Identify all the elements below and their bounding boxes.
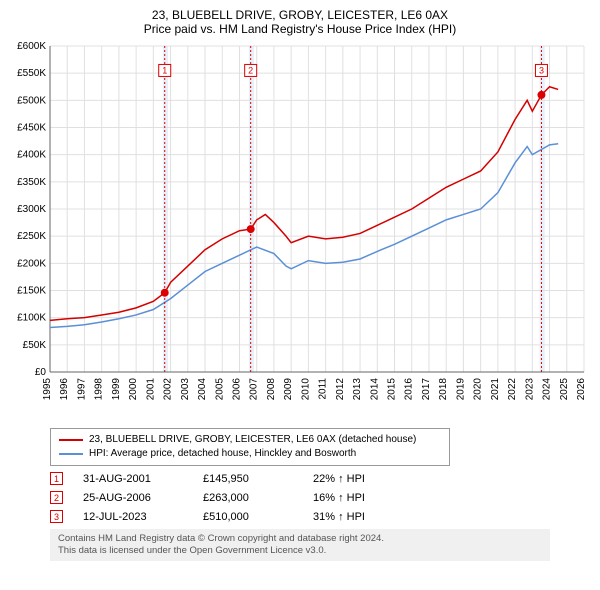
chart-area: £0 £50K £100K £150K £200K £250K £300K £350K £400… [8,42,592,422]
svg-text:£600K: £600K [17,42,46,52]
svg-text:£0: £0 [35,367,47,378]
chart-svg: £0 £50K £100K £150K £200K £250K £300K £350K £400… [8,42,592,422]
title-address: 23, BLUEBELL DRIVE, GROBY, LEICESTER, LE… [8,8,592,22]
sale-marker: 1 [50,472,63,485]
svg-text:2025: 2025 [559,378,570,401]
legend-label: 23, BLUEBELL DRIVE, GROBY, LEICESTER, LE… [89,433,416,447]
svg-text:£200K: £200K [17,258,46,269]
svg-text:£300K: £300K [17,204,46,215]
svg-text:2013: 2013 [352,378,363,401]
svg-text:2: 2 [248,65,253,75]
legend-row: 23, BLUEBELL DRIVE, GROBY, LEICESTER, LE… [59,433,441,447]
svg-text:2006: 2006 [231,378,242,401]
svg-text:£150K: £150K [17,286,46,297]
sale-date: 12-JUL-2023 [83,511,203,523]
footer: Contains HM Land Registry data © Crown c… [50,529,550,561]
svg-text:2020: 2020 [473,378,484,401]
sale-marker: 3 [50,510,63,523]
svg-text:2014: 2014 [369,378,380,401]
svg-text:£100K: £100K [17,313,46,324]
svg-text:2003: 2003 [180,378,191,401]
svg-text:2016: 2016 [404,378,415,401]
svg-text:1995: 1995 [42,378,53,401]
title-block: 23, BLUEBELL DRIVE, GROBY, LEICESTER, LE… [8,8,592,36]
sale-date: 25-AUG-2006 [83,492,203,504]
svg-text:£550K: £550K [17,68,46,79]
sale-pct: 16% ↑ HPI [313,492,433,504]
svg-text:2010: 2010 [300,378,311,401]
svg-text:£400K: £400K [17,150,46,161]
sale-marker: 2 [50,491,63,504]
sales-row: 2 25-AUG-2006 £263,000 16% ↑ HPI [50,491,592,504]
sales-row: 3 12-JUL-2023 £510,000 31% ↑ HPI [50,510,592,523]
legend: 23, BLUEBELL DRIVE, GROBY, LEICESTER, LE… [50,428,450,466]
sale-date: 31-AUG-2001 [83,473,203,485]
svg-text:2007: 2007 [249,378,260,401]
legend-swatch [59,453,83,455]
svg-text:1996: 1996 [59,378,70,401]
svg-text:2008: 2008 [266,378,277,401]
svg-text:£350K: £350K [17,177,46,188]
sale-price: £145,950 [203,473,313,485]
svg-text:2022: 2022 [507,378,518,401]
svg-text:£250K: £250K [17,231,46,242]
svg-text:2005: 2005 [214,378,225,401]
svg-text:2002: 2002 [163,378,174,401]
svg-text:1998: 1998 [94,378,105,401]
footer-line: This data is licensed under the Open Gov… [58,545,542,557]
chart-container: 23, BLUEBELL DRIVE, GROBY, LEICESTER, LE… [0,0,600,590]
svg-text:£450K: £450K [17,123,46,134]
svg-text:2024: 2024 [542,378,553,401]
sale-pct: 31% ↑ HPI [313,511,433,523]
svg-text:2000: 2000 [128,378,139,401]
svg-text:2026: 2026 [576,378,587,401]
sale-pct: 22% ↑ HPI [313,473,433,485]
svg-text:£500K: £500K [17,95,46,106]
svg-text:2018: 2018 [438,378,449,401]
svg-text:£50K: £50K [23,340,47,351]
legend-row: HPI: Average price, detached house, Hinc… [59,447,441,461]
svg-text:2021: 2021 [490,378,501,401]
sales-row: 1 31-AUG-2001 £145,950 22% ↑ HPI [50,472,592,485]
svg-text:2015: 2015 [387,378,398,401]
legend-label: HPI: Average price, detached house, Hinc… [89,447,356,461]
svg-text:3: 3 [539,65,544,75]
svg-text:1997: 1997 [76,378,87,401]
svg-text:1: 1 [162,65,167,75]
legend-swatch [59,439,83,441]
sale-price: £510,000 [203,511,313,523]
sale-price: £263,000 [203,492,313,504]
svg-text:2019: 2019 [455,378,466,401]
svg-text:2009: 2009 [283,378,294,401]
svg-text:2004: 2004 [197,378,208,401]
svg-text:2017: 2017 [421,378,432,401]
footer-line: Contains HM Land Registry data © Crown c… [58,533,542,545]
title-subtitle: Price paid vs. HM Land Registry's House … [8,22,592,36]
svg-text:2012: 2012 [335,378,346,401]
svg-text:1999: 1999 [111,378,122,401]
svg-text:2023: 2023 [524,378,535,401]
sales-table: 1 31-AUG-2001 £145,950 22% ↑ HPI 2 25-AU… [50,472,592,523]
svg-text:2011: 2011 [318,378,329,400]
svg-text:2001: 2001 [145,378,156,401]
